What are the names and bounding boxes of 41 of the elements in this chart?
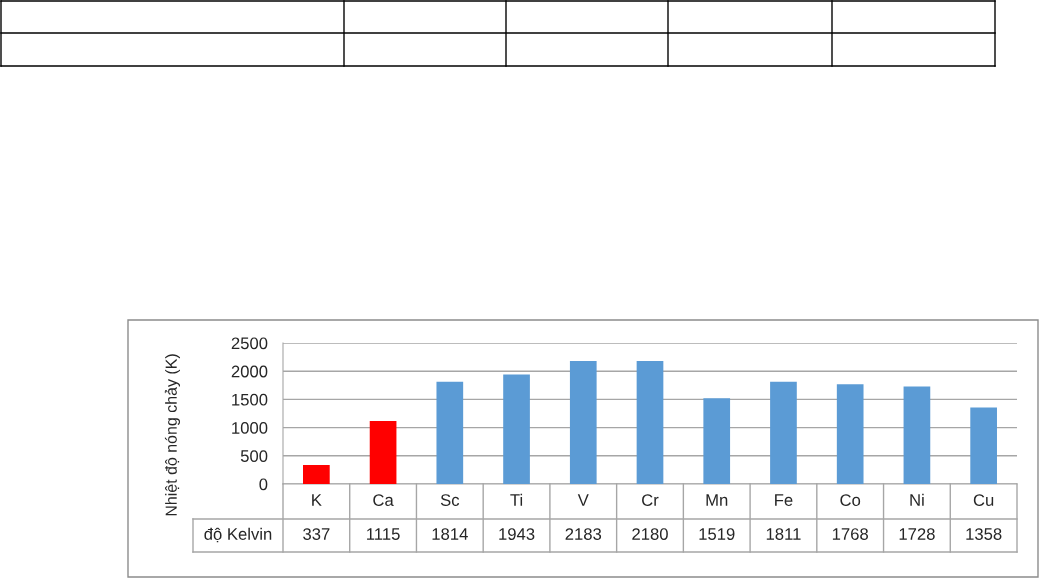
bar bbox=[836, 384, 864, 484]
data-label: 337 bbox=[303, 528, 330, 540]
x-tick-label: K bbox=[312, 494, 322, 506]
x-tick-label: Cu bbox=[973, 494, 994, 506]
data-label: 1519 bbox=[699, 528, 735, 540]
bar bbox=[369, 421, 397, 484]
text: độ Kelvin bbox=[204, 527, 272, 543]
bar bbox=[903, 386, 931, 484]
data-label: 1814 bbox=[432, 528, 468, 540]
data-label: 1943 bbox=[499, 528, 535, 540]
x-tick-label: Co bbox=[840, 494, 861, 506]
data-label: 1728 bbox=[899, 528, 935, 540]
y-tick-label: 2500 bbox=[231, 337, 268, 350]
x-tick-label: Fe bbox=[775, 494, 793, 506]
x-tick-label: Cr bbox=[642, 494, 659, 506]
bar bbox=[303, 464, 330, 484]
y-tick-label: 0 bbox=[259, 478, 268, 491]
bar bbox=[770, 381, 797, 484]
y-tick-label: 1500 bbox=[232, 393, 268, 406]
y-axis-title: Nhiệt độ nóng chảy (K) bbox=[164, 354, 180, 516]
x-tick-label: Mn bbox=[706, 494, 728, 506]
data-label: 1811 bbox=[766, 528, 801, 540]
y-tick-label: 2000 bbox=[231, 365, 268, 378]
bar bbox=[436, 381, 464, 484]
bar bbox=[970, 407, 997, 484]
y-tick-label: 1000 bbox=[232, 422, 268, 434]
data-label: 2183 bbox=[565, 528, 602, 540]
bar bbox=[703, 398, 731, 484]
bar bbox=[636, 361, 664, 484]
x-tick-label: Sc bbox=[440, 494, 460, 506]
x-tick-label: V bbox=[577, 494, 589, 506]
data-label: 1115 bbox=[367, 528, 400, 540]
x-tick-label: Ca bbox=[373, 494, 394, 506]
bar bbox=[503, 374, 530, 484]
bar bbox=[569, 360, 597, 484]
y-tick-label: 500 bbox=[240, 450, 268, 462]
x-tick-label: Ti bbox=[510, 493, 523, 506]
data-label: 2180 bbox=[632, 528, 668, 540]
data-label: 1358 bbox=[966, 528, 1002, 540]
data-label: 1768 bbox=[832, 528, 868, 540]
x-tick-label: Ni bbox=[910, 493, 924, 506]
